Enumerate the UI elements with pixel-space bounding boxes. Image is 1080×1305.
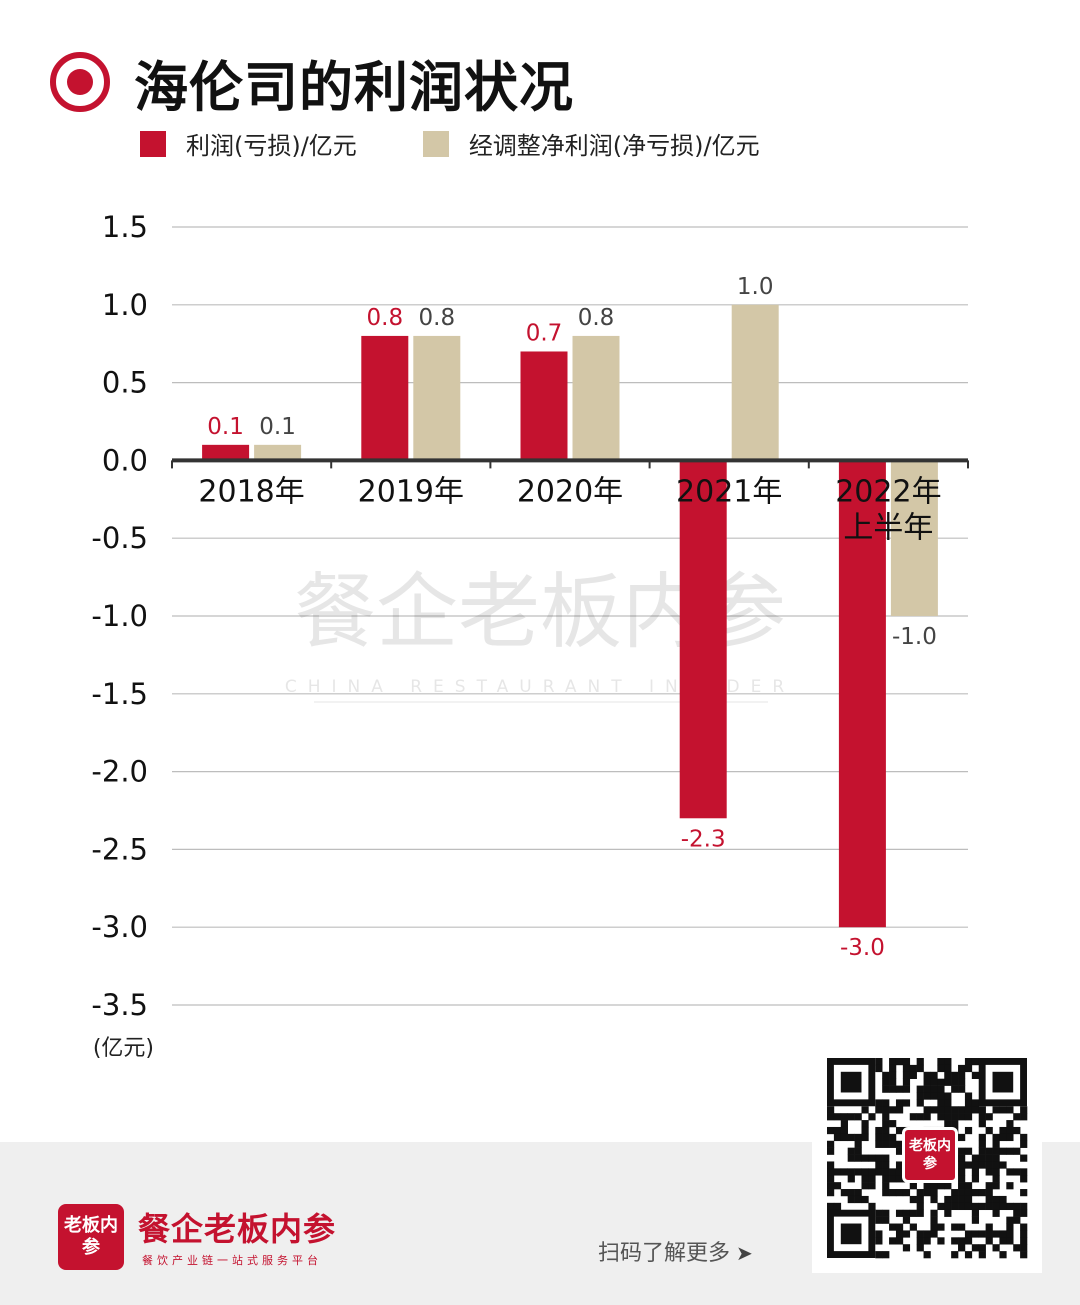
legend-swatch-profit [140,130,166,157]
watermark-subtext: CHINA RESTAURANT INSIDER [285,677,795,697]
data-label: 0.8 [419,305,456,331]
bar [890,460,938,616]
y-tick-label: 1.5 [102,210,148,244]
legend-label-adjusted: 经调整净利润(净亏损)/亿元 [468,132,760,160]
x-tick-label: 2020年 [517,474,623,509]
data-label: 0.1 [207,414,244,440]
legend-item-adjusted: 经调整净利润(净亏损)/亿元 [422,126,760,161]
bar [572,335,620,461]
legend-label-profit: 利润(亏损)/亿元 [186,132,357,160]
x-tick-label: 上半年 [843,510,933,545]
brand-slogan: 餐饮产业链一站式服务平台 [142,1254,322,1267]
y-tick-label: -0.5 [91,521,148,555]
y-tick-label: -3.5 [91,988,148,1022]
bar [202,444,250,461]
qr-code[interactable]: 老板内参 [812,1043,1042,1273]
brand-logo: 老板内参 [58,1204,124,1270]
bars [202,304,938,928]
legend-item-profit: 利润(亏损)/亿元 [140,126,357,161]
y-tick-label: 1.0 [102,288,148,322]
data-label: -3.0 [840,935,885,961]
bar [679,460,727,819]
target-icon [50,52,110,112]
y-tick-label: -1.0 [91,599,148,633]
bar [254,444,302,461]
y-tick-label: -3.0 [91,910,148,944]
x-tick-label: 2021年 [676,474,782,509]
gridlines [172,226,968,1006]
arrow-right-icon: ➤ [736,1241,753,1265]
qr-logo-badge: 老板内参 [902,1127,958,1183]
legend: 利润(亏损)/亿元 经调整净利润(净亏损)/亿元 [140,126,826,161]
bar [838,460,886,928]
data-label: 0.7 [526,320,563,346]
y-tick-label: -1.5 [91,677,148,711]
data-label: 0.8 [367,305,404,331]
scan-prompt: 扫码了解更多 ➤ [598,1235,753,1267]
title-row: 海伦司的利润状况 [50,42,574,122]
data-labels: 0.1 0.8 0.7 -2.3 -3.0 0.1 0.8 0.8 1.0 -1.0 [207,274,937,961]
bar [520,351,568,461]
y-tick-label: 0.5 [102,366,148,400]
x-tick-label: 2022年 [835,474,941,509]
data-label: -1.0 [892,624,937,650]
bar [413,335,461,461]
data-label: 1.0 [737,274,774,300]
bar [731,304,779,461]
y-tick-label: -2.0 [91,755,148,789]
legend-swatch-adjusted [422,130,449,157]
y-unit-label: (亿元) [93,1036,154,1060]
y-tick-label: -2.5 [91,832,148,866]
y-tick-label: 0.0 [102,443,148,477]
x-tick-label: 2018年 [198,474,304,509]
x-tick-label: 2019年 [358,474,464,509]
brand-name: 餐企老板内参 [138,1210,337,1248]
data-label: 0.1 [259,414,296,440]
bar [361,335,409,461]
data-label: -2.3 [681,826,726,852]
scan-text: 扫码了解更多 [598,1241,731,1266]
chart-title: 海伦司的利润状况 [134,55,574,119]
data-label: 0.8 [578,305,615,331]
bar-chart: 餐企老板内参 CHINA RESTAURANT INSIDER 1.51.00.… [91,210,969,1060]
y-axis: 1.5 1.0 0.5 0.0 -0.5 -1.0 -1.5 -2.0 -2.5 -3.0 -3.5… [91,210,154,1060]
